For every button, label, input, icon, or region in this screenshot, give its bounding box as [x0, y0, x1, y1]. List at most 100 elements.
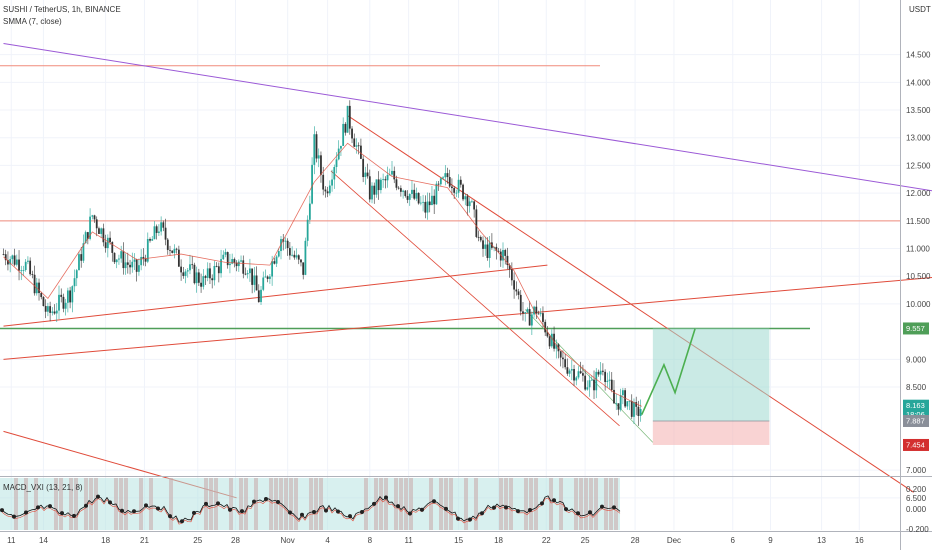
macd-dot-112 [336, 509, 340, 514]
macd-dot-120 [360, 509, 364, 514]
candle-211-body [471, 201, 473, 203]
candle-188-body [419, 202, 422, 204]
candle-266-body [593, 379, 595, 391]
macd-dot-44 [132, 509, 136, 514]
candle-259-body [577, 371, 580, 378]
macd-band-364 [364, 478, 368, 530]
candle-150-body [335, 159, 338, 167]
candle-258-body [575, 377, 578, 381]
candle-133-body [297, 255, 300, 260]
candle-275-body [613, 389, 615, 404]
candle-178-body [397, 187, 400, 189]
candle-129-body [288, 248, 291, 256]
candle-52-body [118, 258, 120, 260]
smma-line [3, 142, 642, 407]
candle-145-body [324, 189, 327, 192]
candle-13-body [31, 274, 34, 275]
candle-39-body [89, 216, 91, 239]
macd-band-269 [269, 478, 273, 530]
candle-90-body [202, 276, 205, 287]
macd-band-289 [289, 478, 293, 530]
x-tick-label-9: 11 [404, 536, 413, 545]
candle-217-body [484, 244, 487, 249]
macd-band-169 [169, 478, 173, 530]
macd-band-239 [239, 478, 243, 530]
long-position-tool[interactable] [652, 328, 770, 445]
target-price-tag-text: 9.557 [906, 324, 925, 333]
macd-dot-104 [312, 510, 316, 515]
macd-band-409 [409, 478, 413, 530]
candle-282-body [628, 400, 631, 402]
candle-16-body [38, 282, 40, 294]
candle-94-body [211, 278, 214, 281]
candle-154-body [344, 123, 347, 133]
candle-245-body [546, 332, 549, 337]
candle-106-body [237, 261, 240, 267]
macd-band-524 [524, 478, 528, 530]
macd-dot-80 [240, 509, 244, 514]
candle-206-body [459, 179, 462, 185]
candle-210-body [468, 201, 471, 207]
channel-lower-line [330, 170, 620, 427]
candle-192-body [428, 201, 431, 206]
x-tick-label-19: 16 [855, 536, 864, 545]
candle-132-body [295, 255, 298, 258]
candle-2-body [7, 260, 9, 265]
channel-mid-line [524, 309, 654, 443]
candles [2, 100, 696, 426]
x-tick-label-12: 22 [542, 536, 551, 545]
candle-171-body [382, 179, 385, 180]
candle-138-body [308, 203, 311, 220]
candle-186-body [415, 192, 418, 199]
candle-224-body [499, 251, 502, 261]
candle-263-body [586, 387, 589, 390]
macd-dot-172 [516, 509, 520, 514]
macd-band-504 [504, 478, 508, 530]
candle-43-body [98, 228, 100, 234]
candle-85-body [191, 264, 194, 266]
candle-169-body [377, 179, 380, 191]
macd-dot-156 [468, 517, 472, 522]
candle-247-body [550, 333, 553, 347]
candle-137-body [306, 219, 309, 241]
x-tick-label-18: 13 [817, 536, 826, 545]
candle-254-body [566, 367, 569, 374]
macd-band-379 [379, 478, 383, 530]
candle-256-body [570, 369, 573, 371]
candle-74-body [166, 239, 169, 250]
candle-130-body [291, 254, 293, 256]
x-tick-label-6: Nov [281, 536, 295, 545]
macd-band-534 [534, 478, 538, 530]
candle-179-body [399, 188, 402, 192]
macd-band-609 [609, 478, 613, 530]
macd-dot-60 [180, 519, 184, 524]
macd-band-14 [14, 478, 18, 530]
candle-109-body [244, 273, 247, 275]
candle-65-body [146, 239, 149, 262]
macd-dot-48 [144, 503, 148, 508]
candle-41-body [93, 215, 96, 220]
candle-233-body [519, 294, 522, 312]
candle-187-body [417, 192, 420, 204]
macd-dot-144 [432, 499, 436, 504]
candle-285-body [635, 402, 638, 407]
candle-6-body [15, 259, 18, 265]
candle-71-body [160, 222, 163, 232]
candle-12-body [29, 260, 32, 275]
x-tick-label-11: 18 [494, 536, 503, 545]
candle-86-body [193, 264, 196, 284]
candle-128-body [286, 240, 289, 249]
candle-287-body [639, 409, 642, 416]
macd-dot-64 [192, 510, 196, 515]
candle-260-body [579, 371, 582, 374]
candle-105-body [235, 262, 238, 267]
candle-73-body [164, 227, 167, 240]
macd-dot-24 [72, 513, 76, 518]
candle-141-body [315, 134, 318, 159]
candle-218-body [486, 244, 489, 258]
candle-180-body [402, 190, 404, 192]
macd-band-444 [444, 478, 448, 530]
macd-dot-200 [600, 504, 604, 509]
candle-100-body [224, 252, 227, 255]
